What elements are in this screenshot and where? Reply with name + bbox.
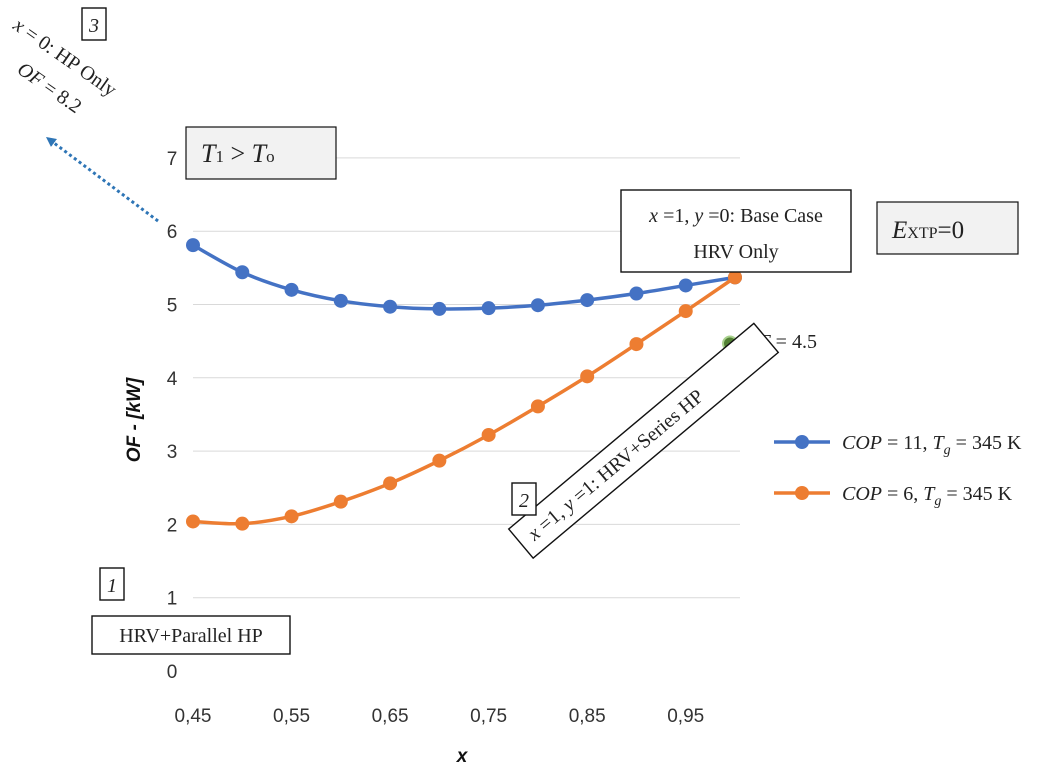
x-tick-label: 0,85 bbox=[569, 706, 606, 727]
data-point bbox=[383, 299, 398, 314]
svg-text:EXTP=0: EXTP=0 bbox=[891, 217, 964, 244]
y-tick-label: 5 bbox=[167, 296, 178, 317]
x-tick-label: 0,55 bbox=[273, 706, 310, 727]
series-1 bbox=[186, 270, 742, 531]
data-point bbox=[678, 304, 693, 319]
data-point bbox=[284, 509, 299, 524]
temperature-condition-box: T1 > To bbox=[185, 126, 337, 180]
legend: COP = 11, Tg = 345 K COP = 6, Tg = 345 K bbox=[774, 432, 1022, 509]
data-point bbox=[530, 298, 545, 313]
svg-text:2: 2 bbox=[519, 490, 529, 512]
series-layer bbox=[186, 238, 742, 531]
svg-text:x =1, y =0: Base Case: x =1, y =0: Base Case bbox=[648, 205, 823, 227]
y-tick-label: 6 bbox=[167, 222, 178, 243]
data-point bbox=[333, 494, 348, 509]
y-tick-label: 7 bbox=[167, 149, 178, 170]
x-tick-label: 0,65 bbox=[372, 706, 409, 727]
annotation-series-hp: x =1, y =1: HRV+Series HP bbox=[507, 322, 780, 560]
series-0 bbox=[186, 238, 742, 316]
data-point bbox=[481, 427, 496, 442]
x-tick-label: 0,95 bbox=[667, 706, 704, 727]
svg-text:1: 1 bbox=[107, 575, 117, 597]
x-axis-ticks: 0,45 0,55 0,65 0,75 0,85 0,95 bbox=[175, 706, 705, 727]
data-point bbox=[333, 293, 348, 308]
legend-item-cop-11: COP = 11, Tg = 345 K bbox=[774, 432, 1022, 458]
data-point bbox=[629, 286, 644, 301]
y-tick-label: 1 bbox=[167, 589, 178, 610]
data-point bbox=[580, 369, 595, 384]
data-point bbox=[432, 453, 447, 468]
y-tick-label: 4 bbox=[167, 369, 178, 390]
data-point bbox=[629, 337, 644, 352]
data-point bbox=[481, 301, 496, 316]
box-3-number bbox=[81, 7, 107, 41]
data-point bbox=[678, 278, 693, 293]
data-point bbox=[530, 399, 545, 414]
data-point bbox=[186, 238, 200, 253]
svg-text:T1 > To: T1 > To bbox=[201, 139, 275, 168]
box-1-number bbox=[99, 567, 125, 601]
data-point bbox=[383, 476, 398, 491]
base-case-box: x =1, y =0: Base Case HRV Only bbox=[620, 189, 852, 273]
data-point bbox=[432, 301, 447, 316]
svg-text:COP = 11, Tg = 345 K: COP = 11, Tg = 345 K bbox=[842, 432, 1022, 458]
data-point bbox=[284, 282, 299, 297]
y-axis-ticks: 0 1 2 3 4 5 6 7 bbox=[167, 149, 178, 683]
series-line-1 bbox=[192, 275, 736, 526]
annotation-parallel-hp: 1 HRV+Parallel HP bbox=[91, 567, 291, 655]
x-tick-label: 0,75 bbox=[470, 706, 507, 727]
svg-text:HRV Only: HRV Only bbox=[693, 241, 778, 263]
data-point bbox=[235, 516, 250, 531]
svg-text:HRV+Parallel HP: HRV+Parallel HP bbox=[119, 625, 263, 647]
svg-text:x =1, y =1: HRV+Series HP: x =1, y =1: HRV+Series HP bbox=[523, 385, 708, 545]
svg-text:COP = 6, Tg = 345 K: COP = 6, Tg = 345 K bbox=[842, 483, 1013, 509]
data-point bbox=[186, 514, 200, 529]
legend-item-cop-6: COP = 6, Tg = 345 K bbox=[774, 483, 1013, 509]
x-axis-title: x bbox=[456, 746, 469, 767]
box-2-number: 2 bbox=[511, 482, 537, 516]
y-tick-label: 2 bbox=[167, 515, 178, 536]
data-point bbox=[235, 265, 250, 280]
y-axis-title: OF - [kW] bbox=[124, 377, 145, 462]
data-point bbox=[728, 270, 742, 285]
y-tick-label: 0 bbox=[167, 662, 178, 683]
extp-box: EXTP=0 bbox=[876, 201, 1019, 255]
y-tick-label: 3 bbox=[167, 442, 178, 463]
svg-text:3: 3 bbox=[88, 15, 99, 37]
arrow-hp-only bbox=[46, 137, 159, 223]
x-tick-label: 0,45 bbox=[175, 706, 212, 727]
annotation-hp-only: 3 x = 0: HP Only OF = 8.2 bbox=[8, 7, 121, 118]
data-point bbox=[580, 293, 595, 308]
